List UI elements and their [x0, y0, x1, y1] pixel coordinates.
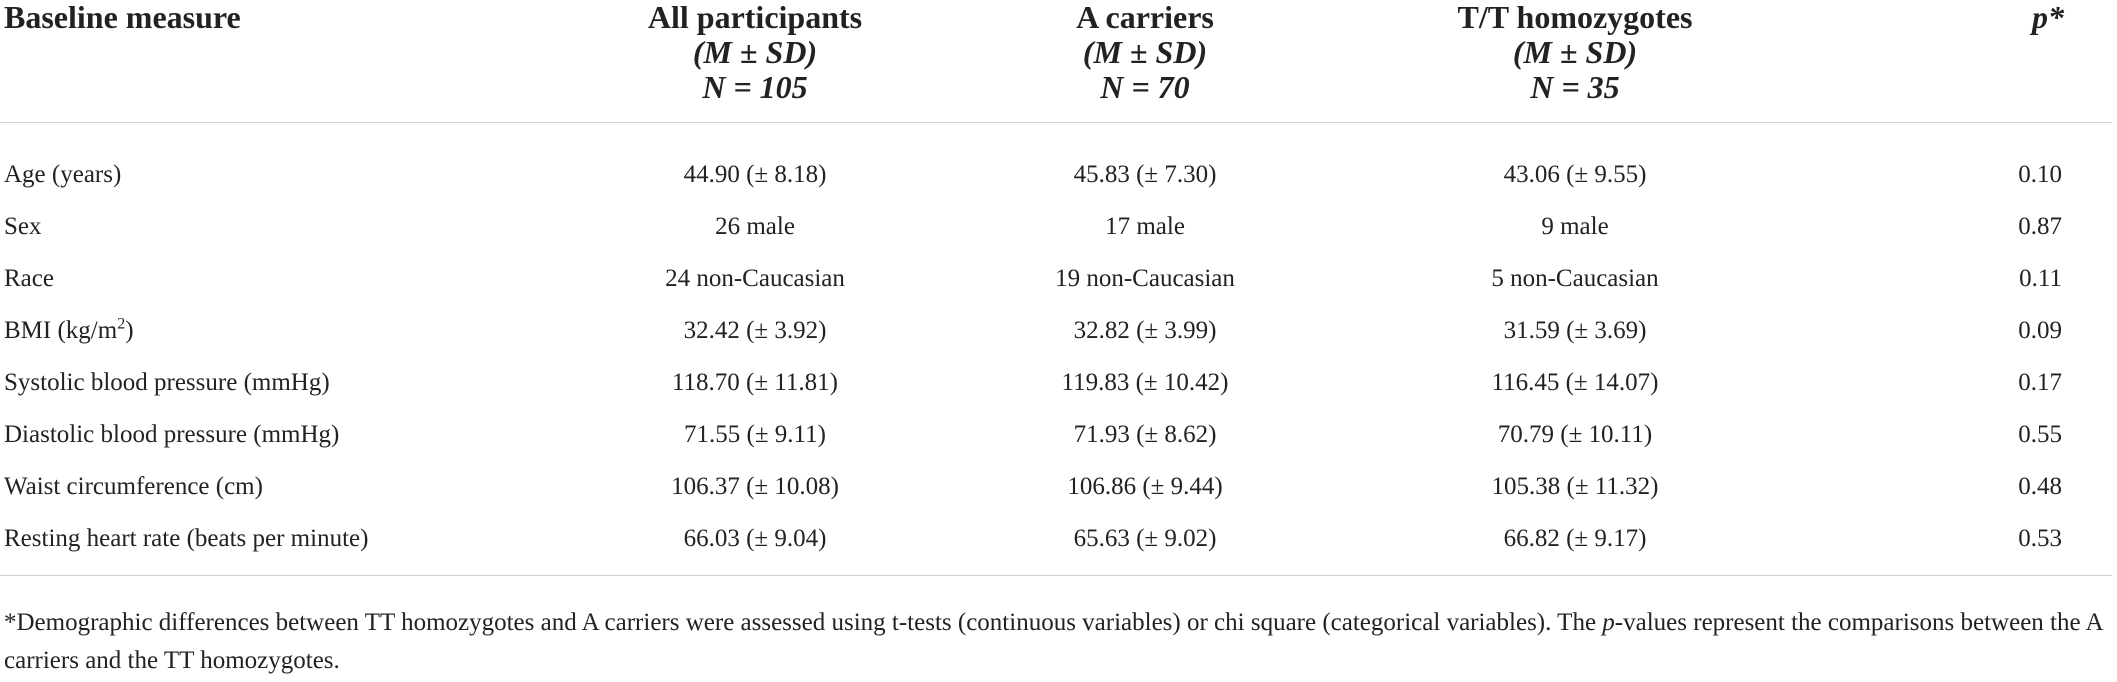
header-tt-homozygotes: T/T homozygotes (M ± SD) N = 35 [1340, 0, 1810, 123]
cell-p: 0.53 [1810, 513, 2112, 576]
header-baseline-measure: Baseline measure [0, 0, 560, 123]
row-label: Resting heart rate (beats per minute) [0, 513, 560, 576]
cell-a-carriers: 45.83 (± 7.30) [1073, 161, 1217, 188]
cell-a-carriers: 119.83 (± 10.42) [1061, 369, 1229, 396]
cell-tt: 43.06 (± 9.55) [1503, 161, 1647, 188]
cell-all: 44.90 (± 8.18) [683, 161, 827, 188]
table-row: Age (years) 44.90 (± 8.18) 45.83 (± 7.30… [0, 123, 2112, 202]
cell-all: 66.03 (± 9.04) [560, 513, 950, 576]
cell-p: 0.48 [2018, 473, 2062, 500]
cell-p: 0.10 [2018, 161, 2062, 188]
bmi-superscript: 2 [117, 315, 126, 333]
bmi-label-tail: ) [125, 317, 134, 344]
cell-tt: 66.82 (± 9.17) [1340, 513, 1810, 576]
cell-a-carriers: 106.86 (± 9.44) [1067, 473, 1223, 500]
table-row: Resting heart rate (beats per minute) 66… [0, 513, 2112, 576]
header-all-participants: All participants (M ± SD) N = 105 [560, 0, 950, 123]
table-row: Diastolic blood pressure (mmHg) 71.55 (±… [0, 409, 2112, 461]
row-label: BMI (kg/m2) [0, 305, 560, 357]
table-header-row: Baseline measure All participants (M ± S… [0, 0, 2112, 123]
cell-a-carriers: 71.93 (± 8.62) [1073, 421, 1217, 448]
table-row: BMI (kg/m2) 32.42 (± 3.92) 32.82 (± 3.99… [0, 305, 2112, 357]
cell-tt: 9 male [1541, 213, 1609, 240]
cell-a-carriers: 17 male [1105, 213, 1185, 240]
cell-p: 0.87 [2018, 213, 2062, 240]
header-p-value: p* [1810, 0, 2112, 123]
cell-a-carriers: 19 non-Caucasian [1055, 265, 1235, 292]
cell-all: 26 male [715, 213, 795, 240]
cell-tt: 116.45 (± 14.07) [1491, 369, 1659, 396]
row-label: Systolic blood pressure (mmHg) [4, 369, 330, 396]
cell-a-carriers: 65.63 (± 9.02) [950, 513, 1340, 576]
bmi-label: BMI (kg/m [4, 317, 118, 344]
table-footnote: *Demographic differences between TT homo… [4, 604, 2114, 680]
cell-all: 32.42 (± 3.92) [683, 317, 827, 344]
cell-p: 0.17 [2018, 369, 2062, 396]
cell-a-carriers: 32.82 (± 3.99) [1073, 317, 1217, 344]
cell-p: 0.55 [2018, 421, 2062, 448]
row-label: Race [4, 265, 54, 292]
row-label: Diastolic blood pressure (mmHg) [4, 421, 340, 448]
row-label: Sex [4, 213, 42, 240]
header-a-carriers: A carriers (M ± SD) N = 70 [950, 0, 1340, 123]
table-row: Waist circumference (cm) 106.37 (± 10.08… [0, 461, 2112, 513]
cell-tt: 31.59 (± 3.69) [1503, 317, 1647, 344]
row-label: Waist circumference (cm) [4, 473, 263, 500]
cell-all: 106.37 (± 10.08) [671, 473, 839, 500]
baseline-measures-table: Baseline measure All participants (M ± S… [0, 0, 2112, 576]
footnote-text-start: *Demographic differences between TT homo… [4, 609, 1603, 636]
cell-all: 118.70 (± 11.81) [671, 369, 838, 396]
cell-tt: 70.79 (± 10.11) [1497, 421, 1653, 448]
table-row: Race 24 non-Caucasian 19 non-Caucasian 5… [0, 253, 2112, 305]
cell-all: 71.55 (± 9.11) [684, 421, 826, 448]
cell-p: 0.09 [2018, 317, 2062, 344]
cell-all: 24 non-Caucasian [665, 265, 845, 292]
row-label: Age (years) [4, 161, 122, 188]
cell-p: 0.11 [2019, 265, 2062, 292]
cell-tt: 5 non-Caucasian [1491, 265, 1659, 292]
footnote-text-end: -values represent the comparisons betwee… [4, 609, 2103, 674]
footnote-italic-p: p [1602, 609, 1615, 636]
table-row: Systolic blood pressure (mmHg) 118.70 (±… [0, 357, 2112, 409]
cell-tt: 105.38 (± 11.32) [1491, 473, 1659, 500]
table-row: Sex 26 male 17 male 9 male 0.87 [0, 201, 2112, 253]
